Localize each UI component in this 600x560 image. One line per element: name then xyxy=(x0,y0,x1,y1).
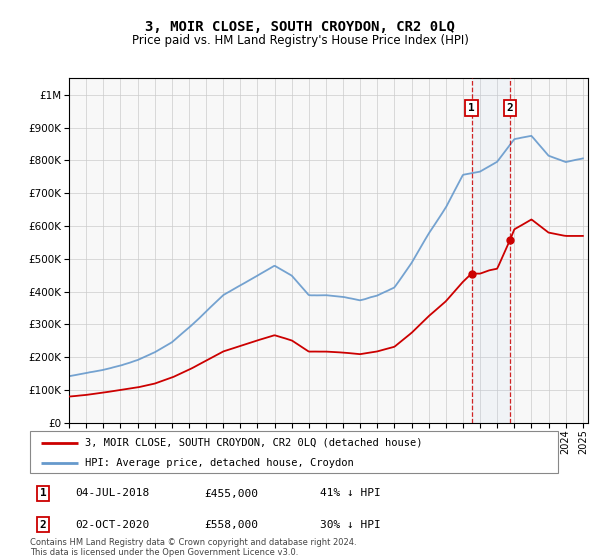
Text: 04-JUL-2018: 04-JUL-2018 xyxy=(75,488,149,498)
Text: £558,000: £558,000 xyxy=(204,520,258,530)
Text: 3, MOIR CLOSE, SOUTH CROYDON, CR2 0LQ: 3, MOIR CLOSE, SOUTH CROYDON, CR2 0LQ xyxy=(145,20,455,34)
Text: 30% ↓ HPI: 30% ↓ HPI xyxy=(320,520,381,530)
Bar xyxy=(472,78,510,423)
Text: 02-OCT-2020: 02-OCT-2020 xyxy=(75,520,149,530)
Text: 2: 2 xyxy=(40,520,47,530)
FancyBboxPatch shape xyxy=(30,431,558,473)
Text: 1: 1 xyxy=(468,103,475,113)
Text: 1: 1 xyxy=(40,488,47,498)
Text: Price paid vs. HM Land Registry's House Price Index (HPI): Price paid vs. HM Land Registry's House … xyxy=(131,34,469,46)
Text: 41% ↓ HPI: 41% ↓ HPI xyxy=(320,488,381,498)
Text: Contains HM Land Registry data © Crown copyright and database right 2024.
This d: Contains HM Land Registry data © Crown c… xyxy=(30,538,356,557)
Text: HPI: Average price, detached house, Croydon: HPI: Average price, detached house, Croy… xyxy=(85,458,354,468)
Text: 2: 2 xyxy=(506,103,514,113)
Text: £455,000: £455,000 xyxy=(204,488,258,498)
Text: 3, MOIR CLOSE, SOUTH CROYDON, CR2 0LQ (detached house): 3, MOIR CLOSE, SOUTH CROYDON, CR2 0LQ (d… xyxy=(85,438,423,448)
